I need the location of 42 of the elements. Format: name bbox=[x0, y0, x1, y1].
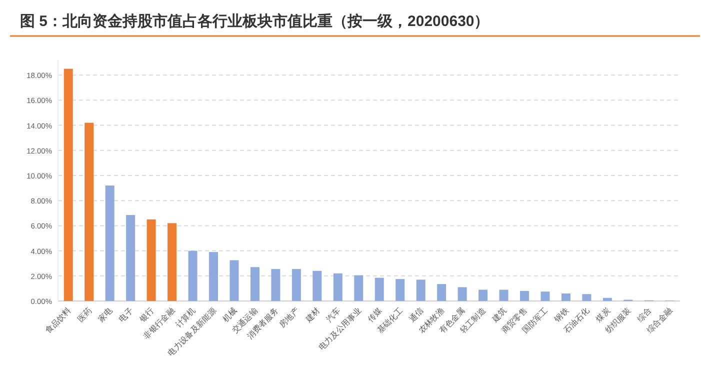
x-tick-label: 机械 bbox=[220, 306, 239, 324]
x-tick-label: 煤炭 bbox=[594, 306, 612, 324]
bar bbox=[396, 279, 405, 301]
bar bbox=[354, 275, 364, 301]
bar bbox=[271, 268, 280, 301]
bar bbox=[105, 186, 114, 301]
bar bbox=[478, 290, 488, 301]
bar bbox=[168, 223, 177, 301]
bar bbox=[374, 278, 384, 301]
chart-title: 图 5：北向资金持股市值占各行业板块市值比重（按一级，20200630） bbox=[20, 12, 490, 30]
bar bbox=[333, 273, 342, 301]
x-tick-label: 房地产 bbox=[278, 306, 301, 330]
bar bbox=[292, 268, 301, 301]
bar bbox=[561, 293, 570, 301]
x-tick-label: 传媒 bbox=[366, 306, 384, 324]
x-tick-label: 钢铁 bbox=[552, 306, 570, 324]
x-tick-label: 家电 bbox=[96, 306, 114, 324]
bar bbox=[520, 290, 529, 301]
x-tick-label: 医药 bbox=[76, 306, 94, 324]
bar bbox=[230, 260, 239, 301]
x-tick-label: 食品饮料 bbox=[44, 306, 73, 336]
bar bbox=[458, 287, 467, 301]
x-tick-label: 建材 bbox=[303, 306, 322, 324]
bar bbox=[602, 298, 612, 301]
bar bbox=[437, 284, 446, 301]
bar bbox=[209, 252, 218, 301]
x-tick-label: 电子 bbox=[117, 306, 135, 324]
bar bbox=[499, 290, 508, 301]
bar bbox=[84, 122, 94, 301]
bar bbox=[64, 68, 73, 301]
bar bbox=[312, 270, 322, 301]
bar bbox=[126, 215, 136, 301]
x-tick-label: 汽车 bbox=[324, 306, 342, 324]
x-tick-label: 综合 bbox=[636, 306, 654, 324]
x-tick-label: 银行 bbox=[137, 306, 156, 324]
bar bbox=[540, 292, 550, 301]
x-tick-label: 通信 bbox=[408, 306, 426, 324]
bar bbox=[188, 250, 198, 301]
bar bbox=[416, 280, 426, 301]
bar bbox=[250, 267, 260, 301]
bar bbox=[146, 219, 156, 301]
bar bbox=[582, 294, 592, 301]
